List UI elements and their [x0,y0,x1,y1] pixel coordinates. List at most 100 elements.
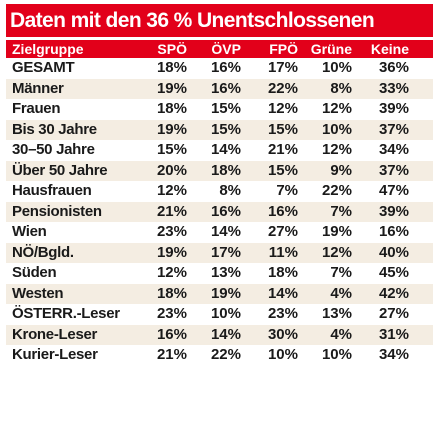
table-row: Kurier-Leser 21% 22% 10% 10% 34% [6,345,433,366]
row-label: GESAMT [12,59,75,76]
spoe-value: 12% [156,264,187,281]
fpoe-value: 21% [267,141,298,158]
keine-value: 31% [378,325,409,343]
gruene-value: 10% [321,120,352,138]
column-header-oevp: ÖVP [211,41,241,57]
gruene-value: 19% [321,223,352,240]
spoe-value: 20% [156,161,187,179]
fpoe-value: 10% [267,346,298,363]
row-label: ÖSTERR.-Leser [12,305,120,322]
fpoe-value: 30% [267,325,298,343]
fpoe-value: 7% [276,182,298,199]
oevp-value: 16% [210,79,241,97]
fpoe-value: 14% [267,284,298,302]
gruene-value: 10% [321,59,352,76]
table-row: ÖSTERR.-Leser 23% 10% 23% 13% 27% [6,304,433,325]
gruene-value: 4% [330,284,352,302]
column-header-zielgruppe: Zielgruppe [12,41,84,57]
keine-value: 34% [378,346,409,363]
fpoe-value: 15% [267,120,298,138]
row-label: Wien [12,223,47,240]
keine-value: 47% [378,182,409,199]
row-label: Kurier-Leser [12,346,98,363]
oevp-value: 10% [210,305,241,322]
oevp-value: 13% [210,264,241,281]
row-label: Westen [12,284,64,302]
row-label: Pensionisten [12,202,102,220]
column-header-keine: Keine [370,41,409,57]
keine-value: 45% [378,264,409,281]
table-header: Zielgruppe SPÖ ÖVP FPÖ Grüne Keine [6,40,433,58]
keine-value: 37% [378,120,409,138]
table-row: NÖ/Bgld. 19% 17% 11% 12% 40% [6,242,433,263]
gruene-value: 4% [330,325,352,343]
row-label: Krone-Leser [12,325,98,343]
keine-value: 27% [378,305,409,322]
gruene-value: 12% [321,141,352,158]
table-row: Frauen 18% 15% 12% 12% 39% [6,99,433,120]
table-row: Wien 23% 14% 27% 19% 16% [6,222,433,243]
keine-value: 33% [378,79,409,97]
fpoe-value: 17% [267,59,298,76]
table-row: Bis 30 Jahre 19% 15% 15% 10% 37% [6,119,433,140]
column-header-fpoe: FPÖ [269,41,298,57]
gruene-value: 9% [330,161,352,179]
fpoe-value: 18% [267,264,298,281]
column-header-gruene: Grüne [310,41,352,57]
row-label: Bis 30 Jahre [12,120,97,138]
oevp-value: 16% [210,59,241,76]
keine-value: 39% [378,202,409,220]
fpoe-value: 16% [267,202,298,220]
column-header-spoe: SPÖ [157,41,187,57]
table-title: Daten mit den 36 % Unentschlossenen [6,4,433,37]
table-row: Krone-Leser 16% 14% 30% 4% 31% [6,324,433,345]
results-table: Daten mit den 36 % Unentschlossenen Ziel… [6,4,433,417]
spoe-value: 15% [156,141,187,158]
oevp-value: 14% [210,141,241,158]
keine-value: 40% [378,243,409,261]
oevp-value: 18% [210,161,241,179]
fpoe-value: 15% [267,161,298,179]
oevp-value: 14% [210,223,241,240]
fpoe-value: 23% [267,305,298,322]
table-row: Pensionisten 21% 16% 16% 7% 39% [6,201,433,222]
spoe-value: 21% [156,346,187,363]
table-row: Westen 18% 19% 14% 4% 42% [6,283,433,304]
keine-value: 34% [378,141,409,158]
oevp-value: 22% [210,346,241,363]
gruene-value: 8% [330,79,352,97]
spoe-value: 21% [156,202,187,220]
row-label: NÖ/Bgld. [12,243,74,261]
gruene-value: 7% [330,202,352,220]
fpoe-value: 22% [267,79,298,97]
gruene-value: 12% [321,100,352,117]
gruene-value: 10% [321,346,352,363]
table-row: Über 50 Jahre 20% 18% 15% 9% 37% [6,160,433,181]
oevp-value: 17% [210,243,241,261]
row-label: 30–50 Jahre [12,141,95,158]
fpoe-value: 11% [268,243,298,261]
gruene-value: 22% [321,182,352,199]
spoe-value: 18% [156,284,187,302]
oevp-value: 14% [210,325,241,343]
spoe-value: 19% [156,243,187,261]
spoe-value: 23% [156,223,187,240]
spoe-value: 16% [156,325,187,343]
table-row: Hausfrauen 12% 8% 7% 22% 47% [6,181,433,202]
gruene-value: 12% [321,243,352,261]
row-label: Frauen [12,100,61,117]
row-label: Süden [12,264,57,281]
keine-value: 42% [378,284,409,302]
row-label: Hausfrauen [12,182,92,199]
table-body: GESAMT 18% 16% 17% 10% 36% Männer 19% 16% 22% 8% 33… [6,58,433,366]
oevp-value: 8% [219,182,241,199]
oevp-value: 15% [210,120,241,138]
keine-value: 37% [378,161,409,179]
spoe-value: 23% [156,305,187,322]
spoe-value: 19% [156,79,187,97]
gruene-value: 13% [321,305,352,322]
spoe-value: 19% [156,120,187,138]
keine-value: 39% [378,100,409,117]
table-row: GESAMT 18% 16% 17% 10% 36% [6,58,433,79]
gruene-value: 7% [330,264,352,281]
